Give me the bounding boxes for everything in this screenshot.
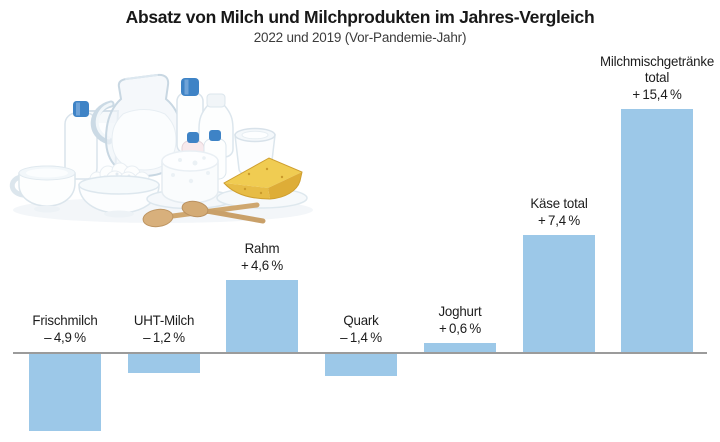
bar-rahm	[226, 280, 298, 352]
cream-jug-icon	[9, 165, 76, 213]
bar-quark	[325, 353, 397, 376]
dairy-products-photo-icon	[9, 73, 313, 228]
bar-frischmilch	[29, 353, 101, 431]
bar-label-quark: Quark – 1,4 %	[340, 312, 382, 345]
chart-baseline-axis	[13, 352, 707, 354]
bar-label-uht-milch: UHT-Milch – 1,2 %	[133, 312, 195, 345]
cheese-wedge-icon	[216, 157, 308, 209]
wooden-spoons-icon	[142, 200, 266, 228]
bar-label-kaese-total: Käse total + 7,4 %	[530, 195, 588, 228]
bar-label-milchmischgetraenke-total: Milchmischgetränke total + 15,4 %	[599, 52, 715, 102]
bar-label-rahm: Rahm + 4,6 %	[240, 240, 284, 273]
soft-cheese-icon	[146, 150, 234, 210]
bar-milchmischgetraenke-total	[621, 109, 693, 352]
chart-title: Absatz von Milch und Milchprodukten im J…	[125, 7, 595, 27]
milk-bottle-small-icon	[64, 101, 98, 180]
milk-jug-icon	[90, 73, 184, 178]
cottage-cheese-bowl-icon	[78, 162, 160, 218]
bar-uht-milch	[128, 353, 200, 373]
bar-label-joghurt: Joghurt + 0,6 %	[438, 303, 482, 336]
bar-kaese-total	[523, 235, 595, 352]
chart-subtitle: 2022 und 2019 (Vor-Pandemie-Jahr)	[253, 30, 467, 45]
bar-joghurt	[424, 343, 496, 352]
bar-label-frischmilch: Frischmilch – 4,9 %	[32, 312, 98, 345]
